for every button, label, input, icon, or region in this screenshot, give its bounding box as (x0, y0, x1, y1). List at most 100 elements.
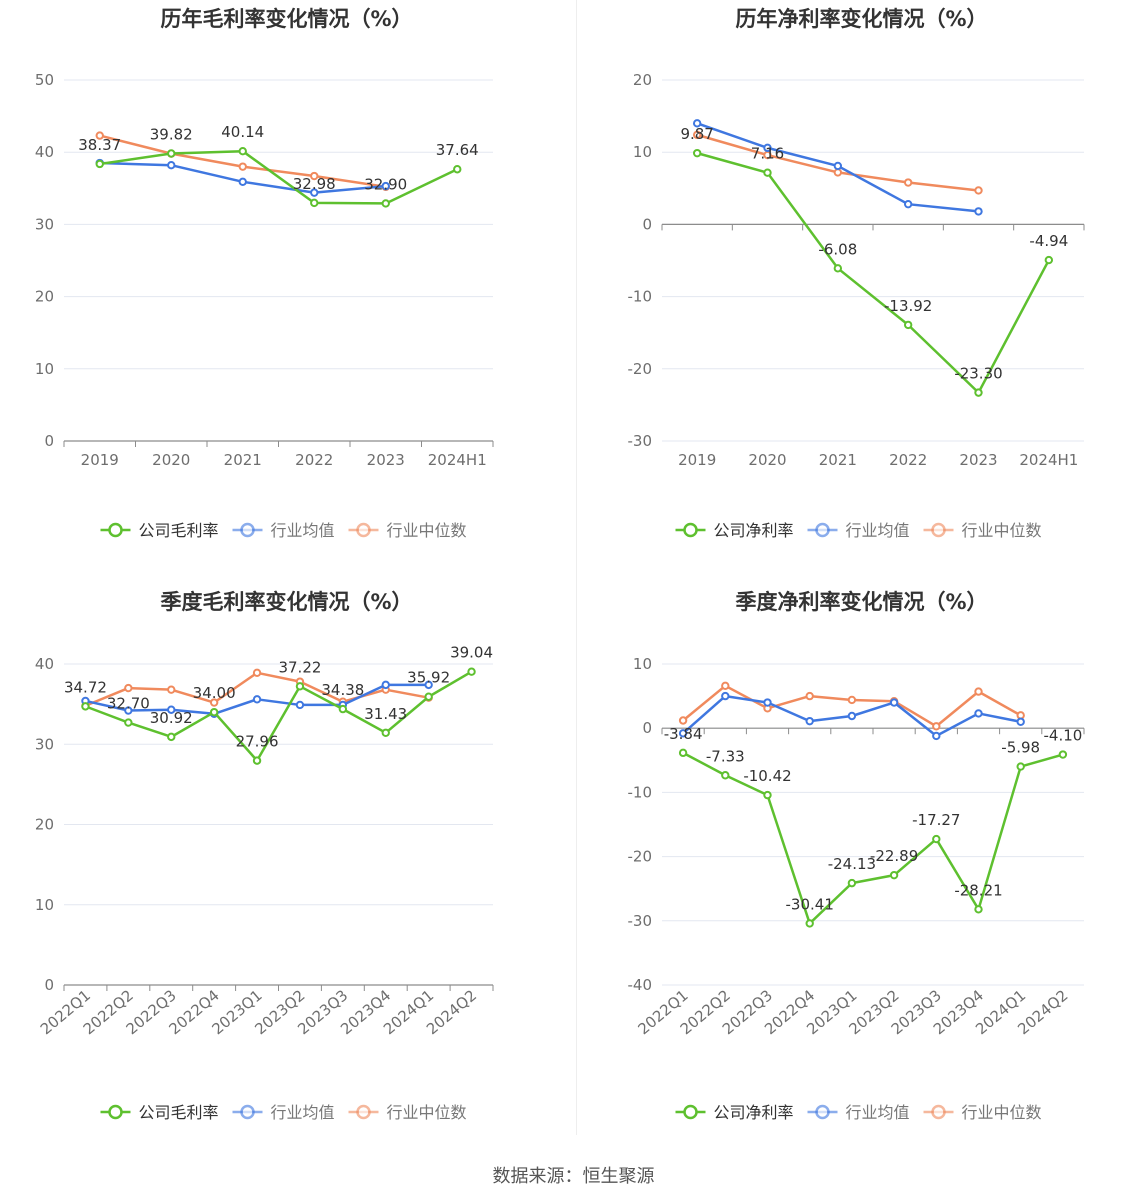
data-point-industry-avg (974, 207, 983, 216)
data-label: 9.87 (680, 125, 713, 143)
legend-marker (815, 522, 830, 538)
legend-label: 行业均值 (846, 521, 910, 540)
data-point-industry-avg (889, 698, 899, 707)
series-line-company (682, 751, 1064, 925)
data-point-company (678, 748, 688, 758)
legend-item-company[interactable]: 公司净利率 (675, 1103, 794, 1122)
data-point-industry-median (805, 691, 814, 701)
data-point-industry-avg (381, 181, 390, 191)
legend-marker (931, 522, 946, 538)
data-label: -24.13 (828, 855, 876, 873)
data-point-company (692, 148, 702, 158)
data-point-company (1058, 750, 1068, 759)
data-point-company (381, 199, 390, 208)
chart-svg: 季度净利率变化情况（%）-40-30-20-100102022Q12022Q22… (628, 590, 1085, 1122)
y-tick-label: 20 (35, 816, 54, 834)
legend-item-company[interactable]: 公司毛利率 (100, 1103, 219, 1122)
y-tick-label: 30 (35, 215, 54, 233)
y-tick-label: 30 (35, 735, 54, 753)
data-label: -22.89 (870, 847, 918, 865)
y-tick-label: 20 (35, 288, 54, 306)
legend-item-industry-avg[interactable]: 行业均值 (807, 521, 910, 540)
legend-marker (108, 522, 123, 538)
legend-item-industry-median[interactable]: 行业中位数 (348, 1103, 467, 1122)
data-point-industry-median (310, 171, 319, 181)
data-label: -30.41 (786, 895, 834, 913)
data-point-industry-avg (381, 680, 390, 690)
x-tick-label: 2024H1 (1019, 451, 1078, 469)
data-label: 31.43 (364, 705, 407, 723)
data-point-company (338, 704, 348, 714)
data-point-industry-avg (252, 695, 262, 704)
legend-item-industry-avg[interactable]: 行业均值 (807, 1103, 910, 1122)
data-label: 38.37 (78, 136, 121, 154)
data-point-company (1044, 255, 1054, 265)
legend-item-company[interactable]: 公司净利率 (675, 521, 794, 540)
data-point-company (295, 682, 305, 691)
data-label: 34.72 (64, 678, 107, 696)
legend-label: 公司毛利率 (139, 1103, 219, 1122)
data-label: 34.38 (321, 681, 364, 699)
data-point-industry-avg (310, 188, 319, 197)
data-label: 37.64 (436, 141, 479, 159)
data-point-company (805, 919, 814, 928)
data-point-industry-avg (295, 700, 305, 710)
y-tick-label: 0 (44, 432, 54, 450)
y-tick-label: -30 (628, 912, 653, 930)
legend-marker (108, 1104, 123, 1120)
data-point-industry-median (209, 698, 219, 707)
y-tick-label: 0 (44, 976, 54, 994)
y-tick-label: 10 (35, 360, 54, 378)
data-point-industry-avg (974, 709, 983, 718)
legend-label: 行业均值 (271, 1103, 335, 1122)
legend-marker (240, 522, 255, 538)
data-point-industry-avg (238, 177, 247, 187)
legend-label: 行业中位数 (387, 1103, 467, 1122)
data-point-industry-median (847, 695, 857, 705)
legend-item-industry-avg[interactable]: 行业均值 (232, 521, 335, 540)
x-tick-label: 2024H1 (428, 451, 487, 469)
data-point-company (95, 159, 104, 169)
panel-divider (576, 0, 577, 1135)
data-point-industry-median (974, 687, 983, 696)
data-point-industry-avg (932, 731, 941, 741)
data-point-company (974, 388, 983, 397)
data-label: 34.00 (193, 684, 236, 702)
data-label: -3.84 (664, 725, 703, 743)
data-point-company (81, 702, 90, 711)
chart-title: 历年毛利率变化情况（%） (160, 7, 412, 31)
data-label: -23.30 (954, 365, 1002, 383)
data-label: 7.16 (751, 145, 784, 163)
data-point-company (847, 878, 857, 888)
data-point-industry-median (238, 162, 247, 171)
data-point-industry-avg (763, 698, 772, 707)
chart-title: 季度净利率变化情况（%） (735, 590, 987, 614)
y-tick-label: 40 (35, 143, 54, 161)
data-label: -17.27 (912, 811, 960, 829)
legend-item-industry-avg[interactable]: 行业均值 (232, 1103, 335, 1122)
data-point-industry-avg (833, 161, 843, 171)
data-point-company (763, 168, 772, 177)
data-point-company (167, 732, 176, 742)
y-tick-label: 40 (35, 655, 54, 673)
x-tick-label: 2023 (959, 451, 997, 469)
data-point-industry-median (903, 178, 913, 187)
data-point-company (833, 264, 843, 273)
chart-title: 季度毛利率变化情况（%） (160, 590, 412, 614)
x-tick-label: 2022 (889, 451, 927, 469)
annual-net-margin-chart: 历年净利率变化情况（%） -30 -20 -10 0 10 20 2019 2020 2021 20… (576, 0, 1147, 580)
data-point-company (932, 834, 941, 844)
data-point-company (124, 718, 133, 727)
legend-item-industry-median[interactable]: 行业中位数 (348, 521, 467, 540)
series-line-industry-median (682, 684, 1022, 728)
legend-item-industry-median[interactable]: 行业中位数 (923, 1103, 1042, 1122)
legend-item-industry-median[interactable]: 行业中位数 (923, 521, 1042, 540)
x-tick-label: 2020 (748, 451, 786, 469)
y-tick-label: -20 (628, 848, 653, 866)
series-line-company (696, 151, 1050, 394)
data-point-industry-median (692, 130, 702, 140)
data-point-company (381, 728, 390, 737)
data-label: -10.42 (743, 767, 791, 785)
data-point-industry-avg (167, 705, 176, 714)
legend-item-company[interactable]: 公司毛利率 (100, 521, 219, 540)
